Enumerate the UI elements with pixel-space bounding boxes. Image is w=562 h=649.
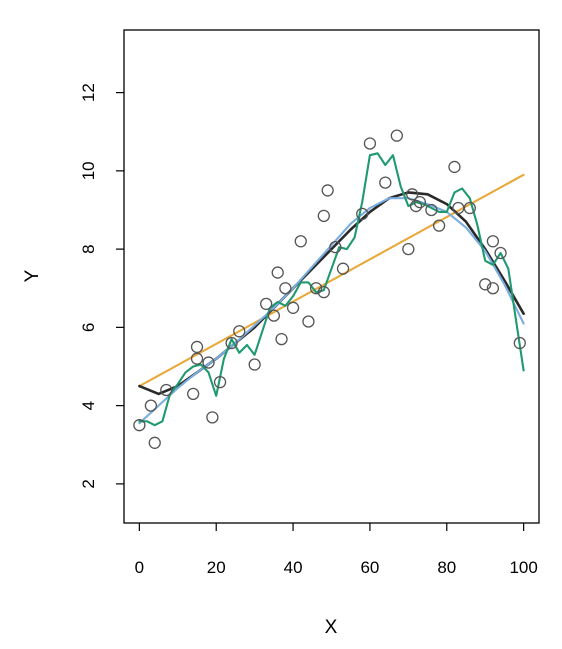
data-point — [160, 383, 173, 397]
data-point — [321, 184, 334, 197]
y-tick-label: 2 — [79, 479, 98, 488]
series-line-flexible-fit — [138, 152, 525, 427]
data-point — [302, 315, 315, 328]
x-tick-label: 60 — [360, 558, 379, 577]
y-tick-label: 6 — [79, 323, 98, 332]
data-point — [402, 242, 415, 256]
plot-frame — [123, 29, 540, 524]
y-tick-label: 10 — [79, 161, 98, 180]
series-line-linear-fit — [138, 173, 525, 388]
data-point — [379, 176, 392, 189]
data-point — [294, 235, 307, 248]
data-point — [190, 352, 204, 365]
x-tick-label: 20 — [207, 558, 226, 577]
data-point — [409, 199, 423, 213]
point-layer — [133, 129, 526, 449]
data-point — [486, 235, 500, 248]
data-point — [202, 356, 215, 369]
data-point — [406, 188, 419, 201]
data-point — [494, 246, 507, 260]
y-tick-label: 12 — [79, 83, 98, 102]
y-axis: 2 4 6 8 10 12 — [79, 83, 124, 489]
data-point — [513, 336, 526, 350]
data-point — [432, 219, 446, 232]
data-point — [317, 286, 330, 299]
data-point — [275, 332, 288, 346]
data-point — [479, 278, 492, 291]
data-point — [309, 282, 323, 295]
data-point — [206, 411, 219, 424]
data-point — [190, 340, 204, 354]
data-point — [225, 336, 238, 350]
data-point — [448, 160, 461, 174]
y-axis-title: Y — [22, 269, 43, 282]
data-point — [144, 399, 158, 412]
data-point — [486, 282, 500, 295]
data-point — [248, 358, 261, 371]
data-point — [213, 375, 227, 389]
x-tick-label: 40 — [284, 558, 303, 577]
data-point — [286, 301, 300, 314]
data-point — [279, 282, 292, 295]
data-point — [317, 209, 330, 223]
series-layer — [138, 152, 525, 427]
y-tick-label: 8 — [79, 244, 98, 253]
data-point — [425, 203, 438, 217]
data-point — [356, 207, 369, 221]
data-point — [148, 436, 161, 449]
data-point — [271, 266, 284, 279]
data-point — [390, 129, 403, 142]
x-axis: 0 20 40 60 80 100 — [135, 523, 538, 577]
y-tick-label: 4 — [79, 401, 98, 410]
x-tick-label: 100 — [509, 558, 537, 577]
data-point — [463, 201, 476, 215]
data-point — [363, 137, 377, 150]
data-point — [187, 387, 200, 401]
x-tick-label: 80 — [437, 558, 456, 577]
data-point — [329, 241, 342, 254]
data-point — [336, 262, 350, 275]
x-axis-title: X — [325, 617, 338, 638]
data-point — [260, 297, 273, 311]
data-point — [133, 419, 146, 432]
data-point — [413, 196, 427, 209]
data-point — [267, 309, 281, 322]
x-tick-label: 0 — [135, 558, 144, 577]
data-point — [233, 325, 246, 338]
